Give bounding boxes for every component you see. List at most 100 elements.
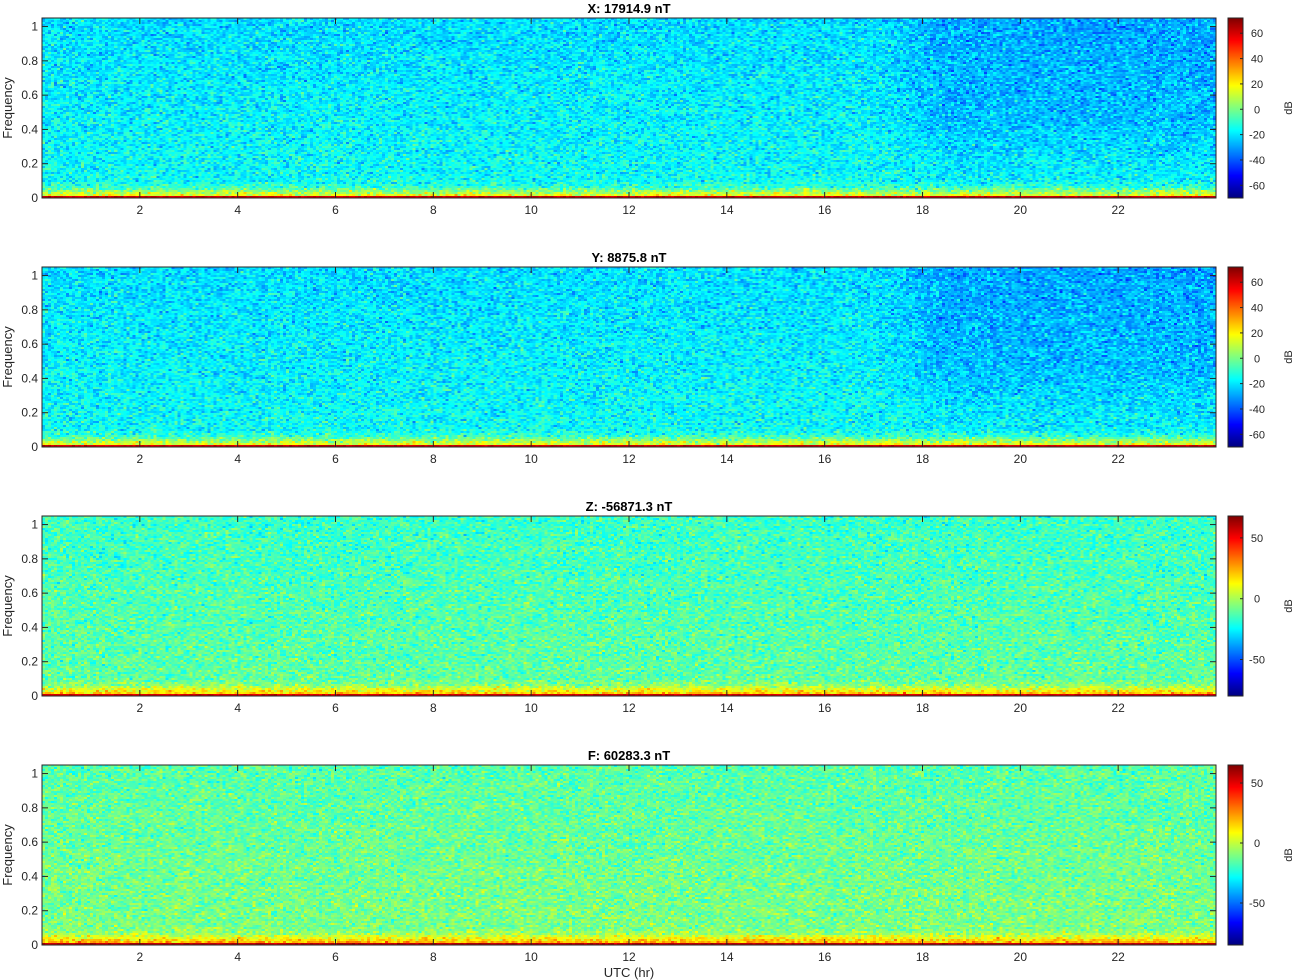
x-tick-label: 14 <box>720 452 734 466</box>
x-tick-label: 4 <box>234 203 241 217</box>
x-tick-label: 2 <box>136 701 143 715</box>
spectrogram-heatmap <box>42 18 1216 198</box>
x-tick-label: 18 <box>916 203 930 217</box>
colorbar <box>1228 18 1243 198</box>
colorbar-tick-label: 0 <box>1254 104 1260 116</box>
x-tick-label: 16 <box>818 701 832 715</box>
y-tick-label: 0 <box>31 938 38 952</box>
x-tick-label: 22 <box>1111 701 1125 715</box>
x-tick-label: 10 <box>524 452 538 466</box>
y-tick-label: 0.4 <box>21 620 38 634</box>
y-tick-label: 0.4 <box>21 869 38 883</box>
y-tick-label: 0.8 <box>21 54 38 68</box>
spectrogram-panel-3: F: 60283.3 nT2 4 6 8 10 12 14 16 18 20 2200.20.40.… <box>0 748 1295 980</box>
y-tick-label: 0.8 <box>21 801 38 815</box>
colorbar-label: dB <box>1283 101 1295 114</box>
x-tick-label: 4 <box>234 701 241 715</box>
x-tick-label: 12 <box>622 452 636 466</box>
y-tick-label: 1 <box>31 269 38 283</box>
x-tick-label: 22 <box>1111 950 1125 964</box>
x-tick-label: 16 <box>818 950 832 964</box>
y-tick-label: 0.6 <box>21 586 38 600</box>
colorbar-frame <box>1227 764 1244 946</box>
colorbar-label: dB <box>1283 599 1295 612</box>
x-tick-label: 8 <box>430 452 437 466</box>
x-tick-label: 20 <box>1014 701 1028 715</box>
y-tick-label: 0 <box>31 689 38 703</box>
panel-title: Y: 8875.8 nT <box>592 250 667 265</box>
colorbar-tick-label: -50 <box>1249 898 1265 910</box>
colorbar-tick-label: 40 <box>1251 54 1263 66</box>
colorbar-tick-label: 0 <box>1254 838 1260 850</box>
colorbar-label: dB <box>1283 848 1295 861</box>
x-tick-label: 4 <box>234 950 241 964</box>
y-tick-label: 0 <box>31 191 38 205</box>
y-tick-label: 1 <box>31 518 38 532</box>
y-tick-label: 0.8 <box>21 552 38 566</box>
panel-title: F: 60283.3 nT <box>588 748 670 763</box>
colorbar-frame <box>1227 515 1244 697</box>
y-tick-label: 0.8 <box>21 303 38 317</box>
x-tick-label: 20 <box>1014 950 1028 964</box>
panel-title: X: 17914.9 nT <box>587 1 670 16</box>
x-tick-label: 10 <box>524 701 538 715</box>
colorbar-tick-label: -40 <box>1249 404 1265 416</box>
colorbar-label: dB <box>1283 350 1295 363</box>
colorbar-tick-label: -20 <box>1249 130 1265 142</box>
x-tick-label: 8 <box>430 701 437 715</box>
spectrogram-heatmap <box>42 267 1216 447</box>
x-tick-label: 12 <box>622 203 636 217</box>
colorbar-tick-label: -50 <box>1249 655 1265 667</box>
x-tick-label: 18 <box>916 950 930 964</box>
y-tick-label: 1 <box>31 20 38 34</box>
x-tick-label: 18 <box>916 452 930 466</box>
x-tick-label: 22 <box>1111 203 1125 217</box>
y-axis-label: Frequency <box>0 824 15 886</box>
y-tick-label: 0.2 <box>21 904 38 918</box>
y-axis-label: Frequency <box>0 77 15 139</box>
x-tick-label: 14 <box>720 203 734 217</box>
colorbar-tick-label: 60 <box>1251 28 1263 40</box>
spectrogram-panel-0: X: 17914.9 nT2 4 6 8 10 12 14 16 18 20 2200.20.40.… <box>0 1 1295 217</box>
x-axis-label: UTC (hr) <box>604 965 655 980</box>
x-tick-label: 10 <box>524 203 538 217</box>
y-tick-label: 0.4 <box>21 371 38 385</box>
y-tick-label: 0.6 <box>21 88 38 102</box>
y-tick-label: 0.6 <box>21 337 38 351</box>
y-tick-label: 0.2 <box>21 157 38 171</box>
colorbar-tick-label: 0 <box>1254 594 1260 606</box>
x-tick-label: 6 <box>332 950 339 964</box>
x-tick-label: 6 <box>332 452 339 466</box>
colorbar-tick-label: 20 <box>1251 328 1263 340</box>
colorbar-tick-label: 50 <box>1251 533 1263 545</box>
x-tick-label: 20 <box>1014 203 1028 217</box>
panel-title: Z: -56871.3 nT <box>586 499 673 514</box>
x-tick-label: 14 <box>720 950 734 964</box>
x-tick-label: 2 <box>136 950 143 964</box>
colorbar-tick-label: -40 <box>1249 155 1265 167</box>
colorbar-tick-label: 20 <box>1251 79 1263 91</box>
spectrogram-heatmap <box>42 516 1216 696</box>
y-tick-label: 0.2 <box>21 655 38 669</box>
colorbar-tick-label: -60 <box>1249 180 1265 192</box>
colorbar <box>1228 267 1243 447</box>
colorbar-frame <box>1227 17 1244 199</box>
x-tick-label: 20 <box>1014 452 1028 466</box>
colorbar <box>1228 765 1243 945</box>
y-tick-label: 1 <box>31 767 38 781</box>
spectrogram-heatmap <box>42 765 1216 945</box>
y-tick-label: 0.6 <box>21 835 38 849</box>
x-tick-label: 10 <box>524 950 538 964</box>
x-tick-label: 14 <box>720 701 734 715</box>
y-axis-label: Frequency <box>0 326 15 388</box>
x-tick-label: 22 <box>1111 452 1125 466</box>
colorbar-tick-label: -20 <box>1249 379 1265 391</box>
spectrogram-panel-1: Y: 8875.8 nT2 4 6 8 10 12 14 16 18 20 2200.20.40.6… <box>0 250 1295 466</box>
x-tick-label: 8 <box>430 950 437 964</box>
y-tick-label: 0.4 <box>21 122 38 136</box>
x-tick-label: 6 <box>332 701 339 715</box>
colorbar-tick-label: 0 <box>1254 353 1260 365</box>
y-tick-label: 0.2 <box>21 406 38 420</box>
x-tick-label: 12 <box>622 950 636 964</box>
